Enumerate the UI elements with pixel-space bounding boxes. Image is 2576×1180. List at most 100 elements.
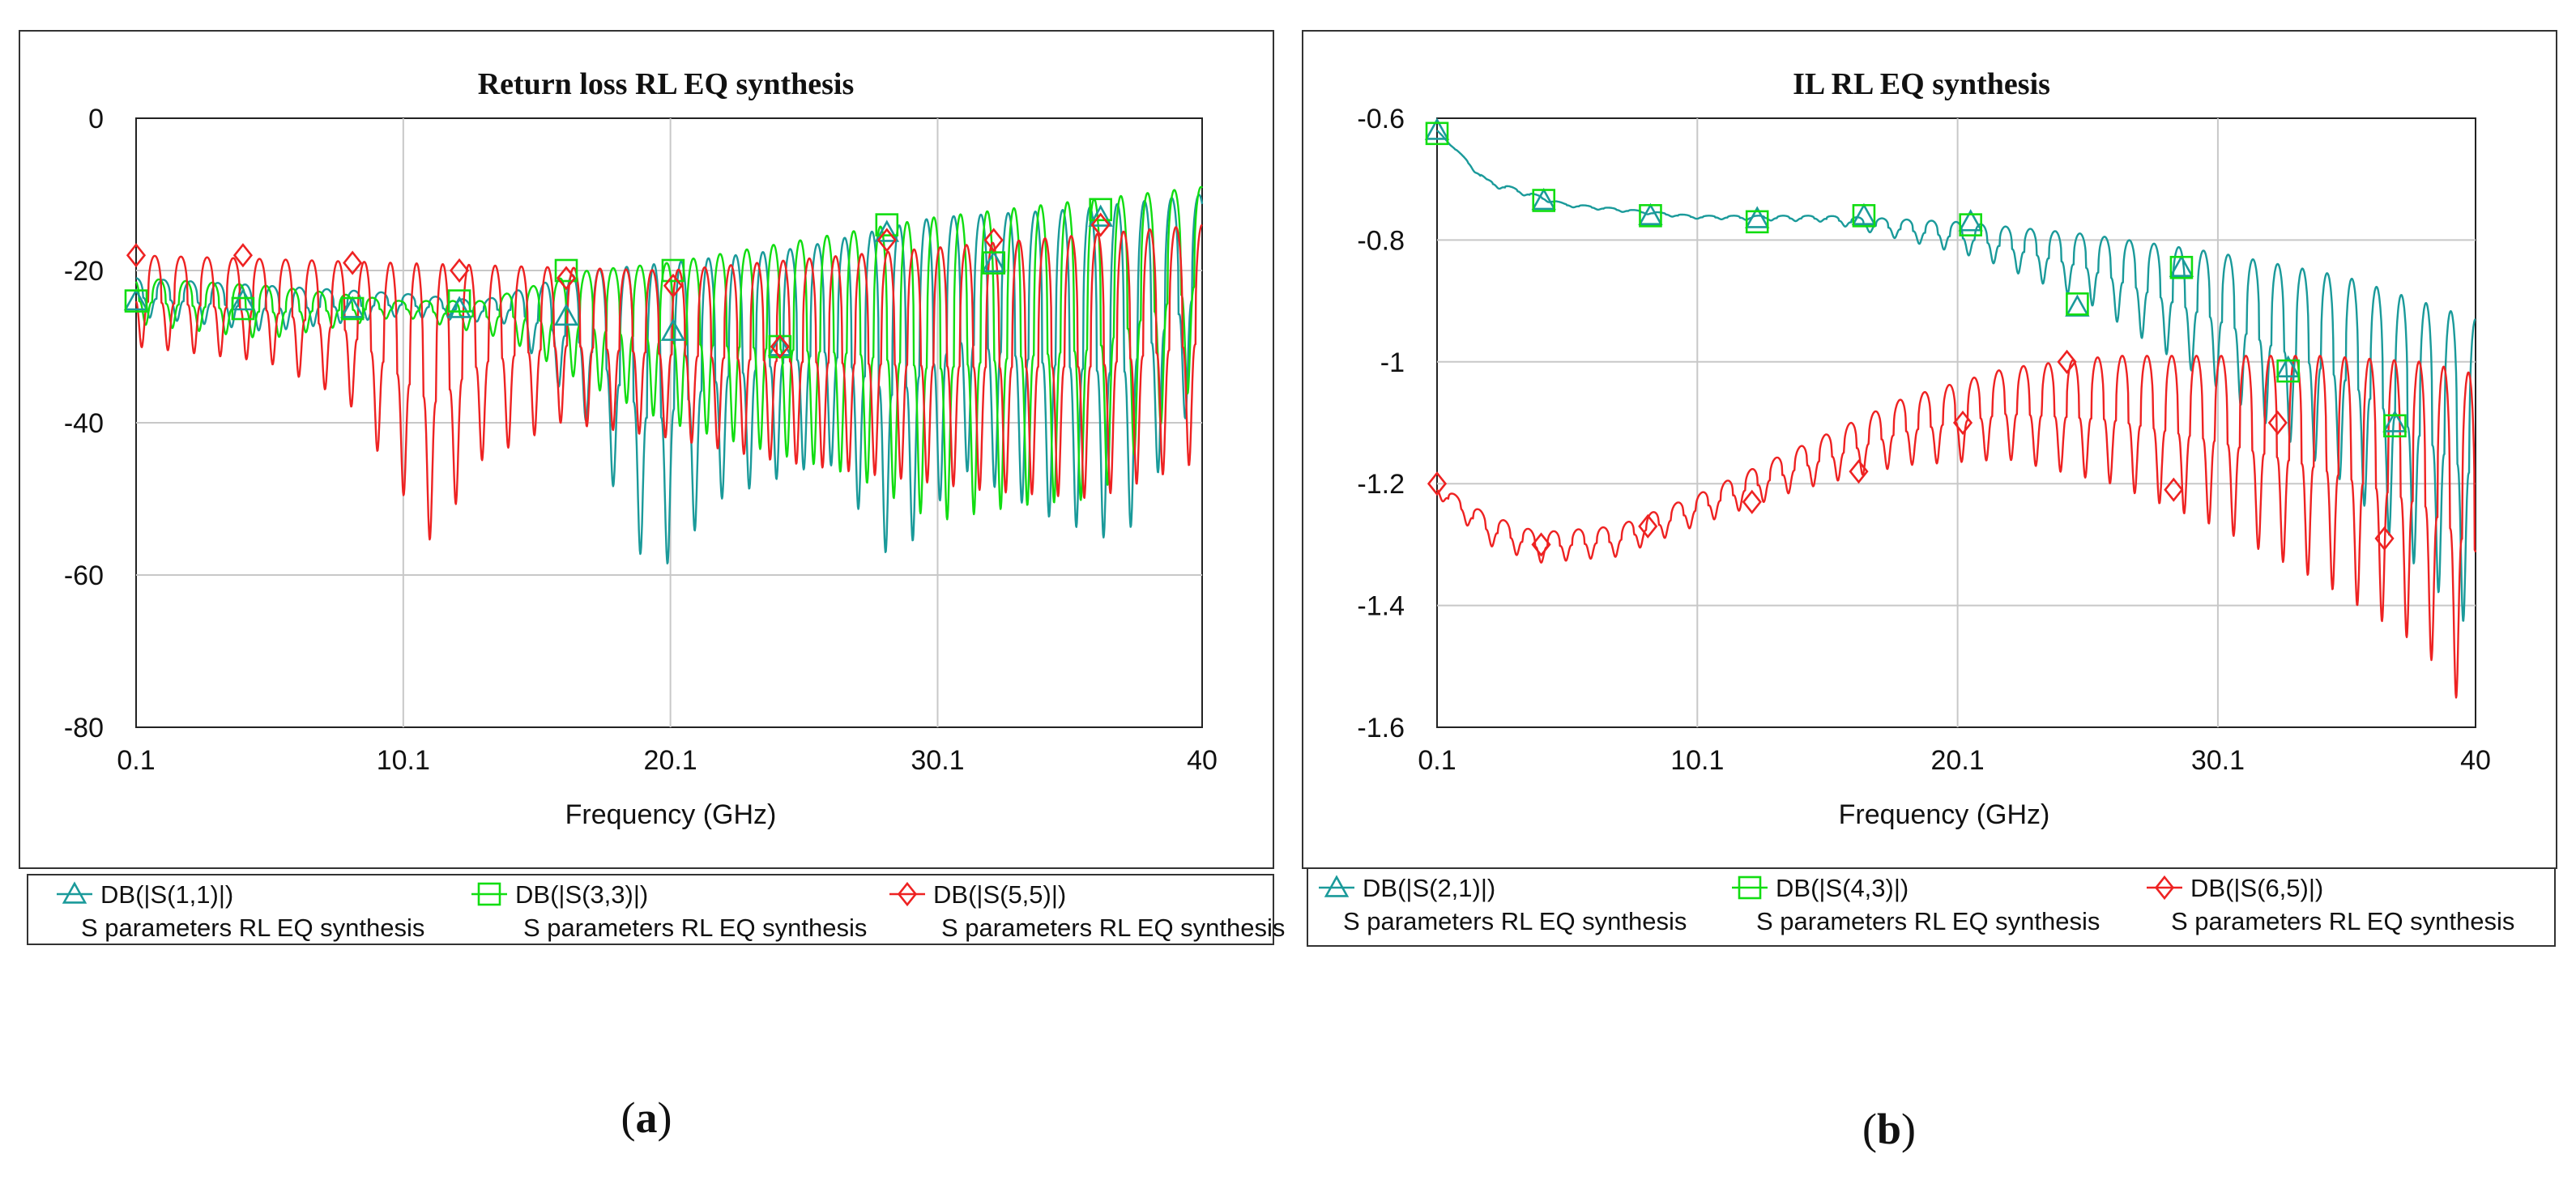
legend-a-series-name: DB(|S(3,3)|) bbox=[515, 880, 648, 909]
chart-a-series-2-point bbox=[232, 243, 253, 268]
chart-a-series-2-line bbox=[134, 224, 1203, 541]
legend-b-swatch-marker bbox=[1324, 875, 1350, 897]
chart-a-xtick-label: 10.1 bbox=[377, 745, 430, 776]
chart-a-series-0-point bbox=[767, 334, 793, 356]
chart-b-xtick-label: 10.1 bbox=[1670, 745, 1724, 776]
caption-b-text-letter: b bbox=[1877, 1105, 1901, 1153]
plot-b: 0.1 10.1 20.1 30.1 40 -0.6 -0.8 -1 -1.2 -1.4 -1.6 bbox=[1357, 104, 2491, 776]
chart-a-series-0-point bbox=[874, 219, 900, 242]
chart-b-series-2-point bbox=[1742, 489, 1762, 514]
chart-b-series-0-point bbox=[2275, 355, 2301, 378]
chart-a-series-0-point bbox=[123, 288, 149, 311]
chart-b-series-2-point bbox=[2374, 526, 2395, 551]
chart-b-title: IL RL EQ synthesis bbox=[1793, 67, 2050, 101]
chart-b-series-0-point bbox=[1638, 202, 1663, 226]
chart-a-series-1-point bbox=[447, 289, 471, 313]
chart-b-ytick-label: -1.4 bbox=[1357, 591, 1405, 622]
chart-a-series-1-line bbox=[134, 185, 1204, 521]
chart-a-series-2-point bbox=[663, 273, 684, 298]
caption-b: (b) bbox=[1862, 1105, 1916, 1153]
chart-a-series-1-point bbox=[1089, 198, 1112, 222]
chart-a-series-0-point bbox=[981, 249, 1006, 273]
chart-a-ytick-label: -20 bbox=[64, 256, 104, 287]
chart-b-series-1-point bbox=[1425, 121, 1449, 146]
chart-b-series-0-point bbox=[1744, 206, 1770, 228]
caption-b-text-close: ) bbox=[1901, 1105, 1916, 1153]
chart-b-series-2-point bbox=[1638, 513, 1658, 539]
chart-b-series-2-point bbox=[1427, 471, 1448, 496]
chart-b-xtick-label: 20.1 bbox=[1931, 745, 1985, 776]
chart-b-series-0-point bbox=[1851, 202, 1877, 226]
chart-b-plot-area bbox=[1436, 117, 2476, 728]
legend-a: DB(|S(1,1)|) S parameters RL EQ synthesis… bbox=[27, 874, 1285, 945]
chart-b-ytick-label: -1.2 bbox=[1357, 469, 1405, 500]
legend-b-series-name: DB(|S(2,1)|) bbox=[1363, 874, 1495, 902]
chart-a-series-2-point bbox=[770, 334, 790, 360]
chart-a-series-0-point bbox=[553, 303, 579, 326]
chart-b-series-0-point bbox=[1958, 209, 1983, 232]
chart-a-series-1-point bbox=[231, 296, 255, 321]
chart-b-ytick-label: -0.6 bbox=[1357, 104, 1405, 134]
chart-a-series-0-point bbox=[230, 288, 256, 311]
chart-a-series-2-point bbox=[126, 243, 147, 268]
chart-b-series-1-point bbox=[2383, 414, 2407, 438]
chart-b-ytick-label: -1.6 bbox=[1357, 713, 1405, 743]
legend-a-swatch-marker bbox=[62, 881, 87, 904]
chart-a-series-1-point bbox=[982, 251, 1006, 275]
chart-a-xtick-label: 0.1 bbox=[117, 745, 155, 776]
legend-b-series-source: S parameters RL EQ synthesis bbox=[2171, 907, 2514, 935]
chart-b-series-1-point bbox=[2169, 255, 2194, 279]
chart-b-series-2-point bbox=[1952, 410, 1973, 436]
legend-a-series-name: DB(|S(5,5)|) bbox=[933, 880, 1066, 909]
chart-a-series-1-point bbox=[124, 289, 148, 313]
chart-b-xlabel: Frequency (GHz) bbox=[1839, 799, 2050, 830]
legend-b-series-source: S parameters RL EQ synthesis bbox=[1343, 907, 1687, 935]
legend-b: DB(|S(2,1)|) S parameters RL EQ synthesis… bbox=[1307, 867, 2556, 947]
chart-a-series-1-point bbox=[661, 258, 685, 283]
chart-b-series-2-point bbox=[2164, 477, 2184, 502]
legend-a-series-source: S parameters RL EQ synthesis bbox=[941, 914, 1285, 942]
chart-a-series-0-point bbox=[339, 296, 365, 318]
chart-b-ytick-label: -0.8 bbox=[1357, 225, 1405, 256]
chart-b-series-0-point bbox=[2169, 254, 2194, 277]
chart-a-ytick-label: -80 bbox=[64, 713, 104, 743]
caption-a-text-letter: a bbox=[636, 1093, 658, 1142]
chart-b-series-0-line bbox=[1436, 130, 2476, 622]
panel-b: IL RL EQ synthesis 0.1 10.1 20.1 30.1 40 -0.6… bbox=[1302, 30, 2557, 1153]
legend-a-swatch-marker bbox=[477, 882, 501, 906]
chart-b-series-2-point bbox=[1531, 532, 1551, 557]
chart-b-series-1-point bbox=[1745, 210, 1769, 234]
chart-b-series-1-point bbox=[2066, 292, 2089, 316]
chart-a-series-2-point bbox=[983, 228, 1004, 253]
legend-b-swatch-marker bbox=[1738, 875, 1762, 900]
chart-b-ytick-label: -1 bbox=[1380, 347, 1405, 378]
chart-a-series-1-point bbox=[554, 258, 578, 283]
chart-b-series-2-point bbox=[2267, 410, 2288, 436]
panel-a: Return loss RL EQ synthesis 0.1 10.1 20.1 3… bbox=[19, 30, 1285, 1142]
chart-b-series-0-point bbox=[2382, 410, 2408, 432]
chart-a-xtick-label: 30.1 bbox=[911, 745, 964, 776]
caption-a-text: (a) bbox=[621, 1093, 672, 1142]
legend-b-box bbox=[1307, 867, 2556, 947]
chart-a-series-1-point bbox=[875, 213, 899, 236]
chart-b-series-0-point bbox=[1424, 117, 1450, 140]
chart-b-series-1-point bbox=[1959, 213, 1982, 236]
chart-a-series-0-point bbox=[1088, 204, 1113, 227]
caption-b-text: (b) bbox=[1862, 1105, 1916, 1153]
chart-a-series-2-point bbox=[876, 228, 897, 253]
chart-b-series-1-point bbox=[1639, 204, 1662, 228]
chart-b-xtick-label: 30.1 bbox=[2191, 745, 2245, 776]
caption-a-text-close: ) bbox=[658, 1093, 672, 1142]
chart-b-series-2-point bbox=[1849, 459, 1869, 484]
caption-b-text-open: ( bbox=[1862, 1105, 1877, 1153]
caption-a: (a) bbox=[621, 1093, 672, 1142]
chart-a-title: Return loss RL EQ synthesis bbox=[478, 67, 855, 101]
legend-a-series-source: S parameters RL EQ synthesis bbox=[523, 914, 867, 942]
chart-a-series-0-point bbox=[446, 296, 472, 318]
legend-a-swatch-marker bbox=[897, 881, 918, 907]
chart-b-xtick-label: 0.1 bbox=[1418, 745, 1456, 776]
chart-a-ytick-label: -60 bbox=[64, 560, 104, 591]
chart-b-series-2-point bbox=[2057, 349, 2077, 374]
chart-a-series-1-point bbox=[340, 296, 365, 321]
